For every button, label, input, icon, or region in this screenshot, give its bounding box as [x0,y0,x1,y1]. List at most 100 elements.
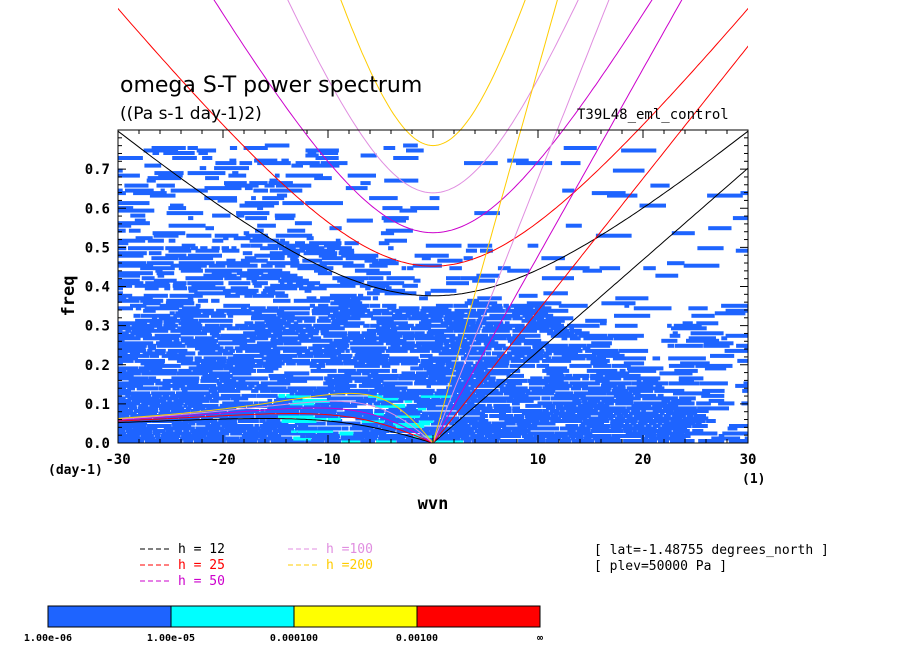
power-cell [522,434,533,438]
power-cell [701,393,725,398]
power-cell [259,436,293,441]
power-cell [251,313,277,318]
power-cell [204,268,243,273]
power-cell [118,328,123,333]
power-cell [673,409,709,413]
power-cell [159,409,170,413]
power-cell [124,183,149,188]
x-tick-label: 30 [740,452,757,468]
colorbar-label: 0.000100 [270,633,318,644]
power-cell [688,336,716,341]
power-cell [358,358,389,363]
power-cell [331,321,365,326]
power-cell [191,431,230,436]
ig-curve-0 [118,130,748,297]
power-cell [435,361,446,366]
power-cell [254,424,259,428]
power-cell [146,261,174,266]
power-cell [467,243,493,248]
power-cell [392,313,411,318]
power-cell [258,429,273,433]
power-cell [291,429,297,433]
power-cell [319,411,336,416]
power-cell [339,431,354,436]
power-cell [380,231,395,236]
power-cell [405,436,433,441]
power-cell [534,313,554,318]
power-cell [324,346,336,351]
power-cell [561,353,596,358]
power-cell [201,361,226,366]
power-cell [449,266,462,271]
power-cell [156,341,182,346]
power-cell [220,429,247,433]
power-cell [486,403,492,408]
power-cell [149,353,159,358]
power-cell [194,356,202,361]
power-cell [163,321,176,326]
power-cell [211,333,221,338]
power-cell [130,213,146,218]
power-cell [633,306,672,311]
power-cell [118,321,148,326]
power-cell [279,431,316,436]
power-cell [621,148,657,153]
power-cell [170,203,184,208]
power-cell [391,308,420,313]
power-cell [253,401,258,406]
power-cell [512,409,543,413]
power-cell [742,388,748,393]
power-cell [239,203,275,208]
power-cell [152,431,161,436]
power-cell [703,341,734,346]
power-cell [118,368,127,373]
power-cell [226,358,264,363]
power-cell [477,358,483,363]
power-cell [358,383,384,388]
power-cell [118,353,150,358]
power-cell [321,256,343,261]
power-cell [575,436,584,441]
power-cell [140,298,164,303]
power-cell [673,323,702,328]
power-cell [187,383,216,388]
power-cell [288,326,304,331]
power-cell [147,343,157,348]
power-cell [281,158,289,163]
power-cell [275,216,295,221]
power-cell [414,381,448,386]
power-cell [415,378,436,383]
power-cell [678,378,694,383]
power-cell [276,396,303,401]
power-cell [661,424,692,428]
power-cell [219,403,247,408]
power-cell [491,303,503,308]
power-cell [596,353,625,358]
power-cell [220,333,257,338]
legend-entry: h = 25 [178,558,225,573]
power-cell [543,376,581,381]
power-cell [636,378,642,383]
power-cell [187,281,224,286]
power-cell [493,323,525,328]
power-cell [618,348,649,353]
power-cell [446,326,481,331]
power-cell [595,233,632,238]
power-cell [184,341,217,346]
power-cell [333,311,365,316]
power-cell [234,346,272,351]
power-cell [323,381,350,386]
y-tick-label: 0.5 [85,240,110,256]
power-cell [200,246,208,251]
power-cell [645,434,657,438]
power-cell [282,358,310,363]
power-cell [502,426,528,431]
power-cell [118,273,141,278]
power-cell [613,411,621,416]
colorbar-swatch [293,605,418,628]
power-cell [378,333,403,338]
power-cell [414,331,425,336]
power-cell [195,336,215,341]
power-cell [266,306,279,311]
power-cell [244,186,253,191]
